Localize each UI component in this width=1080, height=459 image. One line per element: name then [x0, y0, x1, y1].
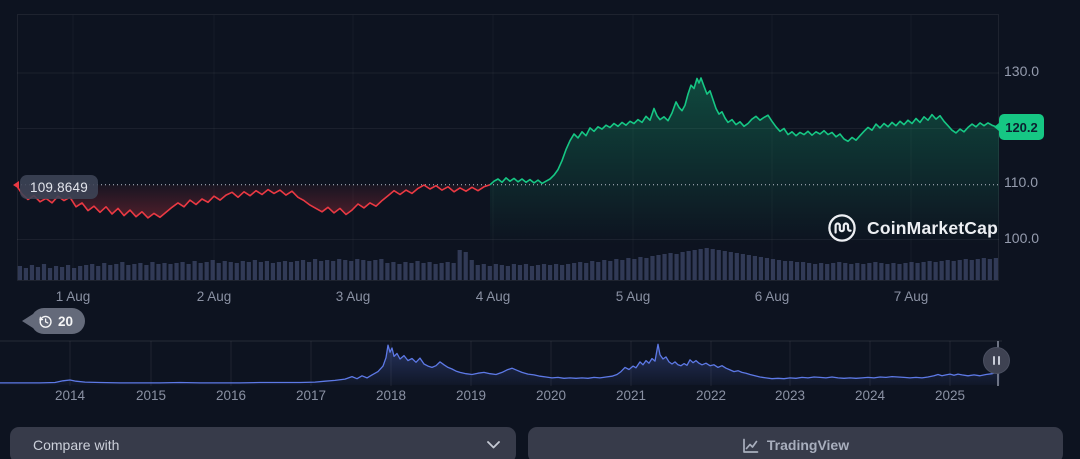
- price-chart[interactable]: [17, 14, 999, 281]
- year-label: 2018: [375, 388, 407, 403]
- handle-grip-bar: [998, 356, 1000, 365]
- handle-grip-bar: [993, 356, 995, 365]
- year-label: 2025: [934, 388, 966, 403]
- year-label: 2024: [854, 388, 886, 403]
- price-tick-label: 110.0: [1004, 174, 1038, 190]
- baseline-start-marker: [13, 181, 19, 189]
- range-slider-handle[interactable]: [983, 347, 1010, 374]
- year-label: 2022: [695, 388, 727, 403]
- line-chart-icon: [743, 438, 759, 453]
- tradingview-label: TradingView: [766, 437, 850, 453]
- baseline-price-value: 109.8649: [30, 179, 88, 195]
- history-minimap[interactable]: [0, 340, 1002, 386]
- year-label: 2019: [455, 388, 487, 403]
- year-label: 2017: [295, 388, 327, 403]
- range-days-badge[interactable]: 20: [31, 308, 86, 334]
- date-label: 4 Aug: [475, 289, 511, 304]
- year-label: 2016: [215, 388, 247, 403]
- date-label: 1 Aug: [55, 289, 91, 304]
- date-label: 5 Aug: [615, 289, 651, 304]
- compare-with-label: Compare with: [33, 437, 120, 453]
- date-label: 7 Aug: [893, 289, 929, 304]
- date-label: 6 Aug: [754, 289, 790, 304]
- clock-history-icon: [39, 315, 52, 328]
- year-label: 2021: [615, 388, 647, 403]
- current-price-value: 120.2: [1005, 119, 1038, 135]
- price-tick-label: 130.0: [1004, 63, 1040, 79]
- date-axis: 1 Aug 2 Aug 3 Aug 4 Aug 5 Aug 6 Aug 7 Aug: [0, 289, 1080, 307]
- chevron-down-icon: [487, 441, 500, 449]
- baseline-price-label: 109.8649: [20, 175, 98, 199]
- price-axis: 130.0 110.0 100.0: [1002, 0, 1080, 300]
- date-label: 3 Aug: [335, 289, 371, 304]
- range-days-value: 20: [58, 313, 74, 329]
- year-label: 2015: [135, 388, 167, 403]
- year-label: 2014: [54, 388, 86, 403]
- date-label: 2 Aug: [196, 289, 232, 304]
- year-axis: 2014 2015 2016 2017 2018 2019 2020 2021 2022 2023…: [0, 388, 1080, 406]
- coinmarketcap-watermark: CoinMarketCap: [827, 213, 998, 243]
- year-label: 2023: [774, 388, 806, 403]
- price-tick-label: 100.0: [1004, 229, 1040, 246]
- tradingview-button[interactable]: TradingView: [528, 427, 1063, 459]
- coinmarketcap-logo-icon: [828, 214, 856, 242]
- compare-with-dropdown[interactable]: Compare with: [10, 427, 516, 459]
- current-price-badge: 120.2: [999, 114, 1044, 140]
- watermark-text: CoinMarketCap: [867, 217, 998, 238]
- year-label: 2020: [535, 388, 567, 403]
